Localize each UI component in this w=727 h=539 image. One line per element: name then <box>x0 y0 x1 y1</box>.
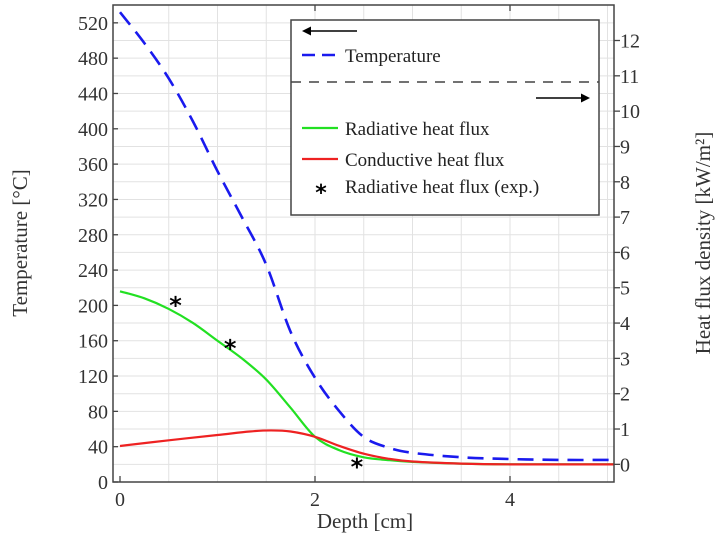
legend-experimental-label: Radiative heat flux (exp.) <box>345 177 539 198</box>
right-tick-label: 6 <box>620 242 630 264</box>
left-tick-label: 480 <box>78 48 108 70</box>
right-tick-label: 7 <box>620 207 630 229</box>
left-tick-label: 40 <box>88 437 108 459</box>
legend-temperature-label: Temperature <box>345 46 441 67</box>
legend-star-marker-icon: * <box>315 181 327 206</box>
left-tick-label: 120 <box>78 366 108 388</box>
left-tick-label: 200 <box>78 295 108 317</box>
left-tick-label: 360 <box>78 154 108 176</box>
temperature-line <box>118 11 615 462</box>
right-tick-label: 12 <box>620 31 640 53</box>
left-tick-label: 440 <box>78 83 108 105</box>
left-tick-label: 320 <box>78 189 108 211</box>
left-tick-label: 80 <box>88 401 108 423</box>
legend-box <box>290 19 600 216</box>
right-axis-title: Heat flux density [kW/m²] <box>691 132 715 355</box>
right-tick-label: 0 <box>620 454 630 476</box>
x-tick-label: 4 <box>505 489 515 511</box>
x-tick-label: 0 <box>115 489 125 511</box>
right-tick-label: 11 <box>620 66 639 88</box>
legend-radiative-label: Radiative heat flux <box>345 119 490 140</box>
plot-frame <box>112 4 615 483</box>
legend-left-arrow-icon <box>302 26 357 36</box>
x-axis-title: Depth [cm] <box>317 509 413 533</box>
legend: Temperature Radiative heat flux Conducti… <box>290 19 600 216</box>
conductive-heat-flux-line <box>119 429 615 466</box>
legend-conductive-label: Conductive heat flux <box>345 150 505 171</box>
left-tick-label: 520 <box>78 13 108 35</box>
x-tick-label: 2 <box>310 489 320 511</box>
left-tick-label: 240 <box>78 260 108 282</box>
right-tick-label: 8 <box>620 172 630 194</box>
experimental-point-marker: * <box>224 335 237 363</box>
experimental-point-marker: * <box>169 292 182 320</box>
series-layer: * * * <box>118 11 615 481</box>
right-tick-label: 1 <box>620 419 630 441</box>
left-tick-label: 0 <box>98 472 108 494</box>
left-tick-label: 160 <box>78 331 108 353</box>
ticks: 0 2 40408012016020024028032036040044048052… <box>78 5 640 511</box>
left-tick-label: 280 <box>78 225 108 247</box>
right-tick-label: 5 <box>620 278 630 300</box>
right-tick-label: 3 <box>620 348 630 370</box>
right-tick-label: 2 <box>620 384 630 406</box>
experimental-point-marker: * <box>351 453 364 481</box>
right-tick-label: 4 <box>620 313 630 335</box>
left-axis-title: Temperature [°C] <box>8 169 32 316</box>
left-tick-label: 400 <box>78 119 108 141</box>
right-tick-label: 10 <box>620 101 640 123</box>
right-tick-label: 9 <box>620 136 630 158</box>
legend-right-arrow-icon <box>536 93 590 103</box>
